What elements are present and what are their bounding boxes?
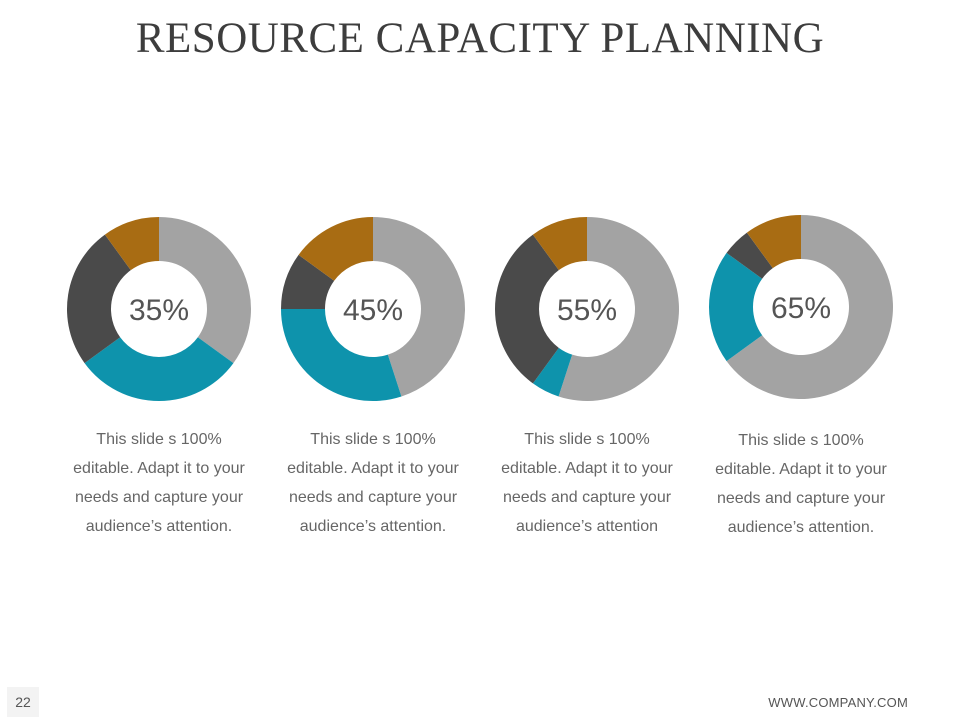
donut-2-segment-dark bbox=[281, 254, 335, 309]
donut-chart-1: 35% bbox=[64, 214, 254, 404]
donut-1-segment-dark bbox=[66, 234, 131, 364]
donut-4-segment-teal bbox=[709, 252, 763, 362]
caption-4-line-1: This slide s 100% bbox=[738, 432, 864, 449]
donut-3-segment-gray bbox=[558, 217, 679, 401]
caption-3-line-4: audience’s attention bbox=[515, 518, 659, 535]
donut-2-segment-gold bbox=[298, 217, 373, 281]
donut-1-segment-teal bbox=[84, 337, 234, 401]
donut-3-segment-gold bbox=[532, 217, 587, 271]
caption-4-line-3: needs and capture your bbox=[716, 490, 886, 507]
donut-chart-3: 55% bbox=[492, 214, 682, 404]
donut-4-segment-gray bbox=[726, 215, 893, 399]
donut-4-segment-gold bbox=[746, 215, 801, 269]
donut-svg-3: 55% bbox=[495, 217, 679, 401]
donut-svg-4: 65% bbox=[709, 215, 893, 399]
footer-url: WWW.COMPANY.COM bbox=[768, 695, 908, 710]
donut-svg-1: 35% bbox=[66, 217, 251, 401]
caption-4-line-4: audience’s attention. bbox=[727, 519, 875, 536]
donut-3-segment-dark bbox=[495, 234, 559, 384]
donut-3-segment-teal bbox=[532, 347, 573, 397]
slide-title: RESOURCE CAPACITY PLANNING bbox=[135, 15, 825, 62]
donut-svg-2: 45% bbox=[281, 217, 465, 401]
caption-2-line-1: This slide s 100% bbox=[310, 431, 436, 448]
caption-4: This slide s 100% editable. Adapt it to … bbox=[701, 426, 901, 542]
donut-chart-4: 65% bbox=[706, 212, 896, 402]
donut-4-segment-dark bbox=[726, 232, 773, 279]
donut-4-center-label: 65% bbox=[771, 292, 831, 325]
caption-2-line-4: audience’s attention. bbox=[299, 518, 447, 535]
caption-1-line-3: needs and capture your bbox=[74, 489, 244, 506]
caption-1: This slide s 100% editable. Adapt it to … bbox=[59, 425, 259, 541]
caption-2-line-2: editable. Adapt it to your bbox=[287, 460, 459, 477]
donut-1-segment-gold bbox=[104, 217, 159, 271]
donut-chart-2: 45% bbox=[278, 214, 468, 404]
donut-2-segment-teal bbox=[281, 309, 402, 401]
caption-4-line-2: editable. Adapt it to your bbox=[715, 461, 887, 478]
caption-1-line-2: editable. Adapt it to your bbox=[73, 460, 245, 477]
donut-2-center-label: 45% bbox=[343, 294, 403, 327]
donut-2-segment-gray bbox=[373, 217, 465, 397]
caption-1-line-4: audience’s attention. bbox=[85, 518, 233, 535]
caption-1-line-1: This slide s 100% bbox=[96, 431, 222, 448]
caption-3-line-2: editable. Adapt it to your bbox=[501, 460, 673, 477]
page-number: 22 bbox=[7, 687, 39, 717]
donut-3-center-label: 55% bbox=[557, 294, 617, 327]
caption-2-line-3: needs and capture your bbox=[288, 489, 458, 506]
caption-3-line-3: needs and capture your bbox=[502, 489, 672, 506]
donut-1-center-label: 35% bbox=[129, 294, 189, 327]
donut-1-segment-gray bbox=[159, 217, 251, 364]
caption-3: This slide s 100% editable. Adapt it to … bbox=[487, 425, 687, 541]
caption-2: This slide s 100% editable. Adapt it to … bbox=[273, 425, 473, 541]
caption-3-line-1: This slide s 100% bbox=[524, 431, 650, 448]
